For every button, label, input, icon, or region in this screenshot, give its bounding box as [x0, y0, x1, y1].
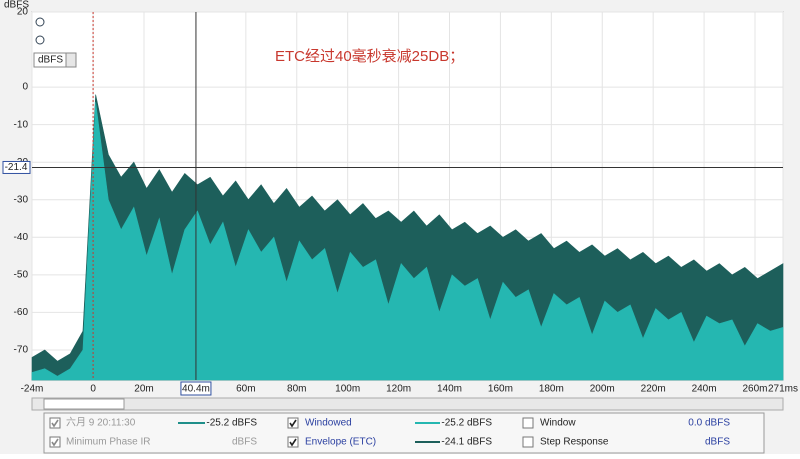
checkmark — [289, 438, 297, 447]
zoom-in[interactable] — [35, 17, 45, 27]
y-tick-label: 0 — [22, 82, 28, 93]
legend-reading: dBFS — [232, 437, 257, 448]
annotation: ETC经过40毫秒衰减25DB； — [275, 47, 464, 65]
legend-label: Envelope (ETC) — [305, 437, 376, 448]
checkmark — [289, 419, 297, 428]
x-tick-label: 80m — [287, 384, 306, 395]
cursor-y-box — [2, 160, 31, 174]
x-tick-label: 120m — [386, 384, 411, 395]
checkbox[interactable] — [522, 436, 534, 448]
checkbox[interactable] — [287, 417, 299, 429]
zoom-out[interactable] — [35, 35, 45, 45]
checkbox[interactable] — [287, 436, 299, 448]
x-tick-label: 271ms — [768, 384, 798, 395]
area-series — [31, 102, 784, 381]
cursor-x-box — [180, 381, 212, 396]
checkbox[interactable] — [49, 436, 61, 448]
x-tick-label: 100m — [335, 384, 360, 395]
y-tick-label: -70 — [14, 345, 29, 356]
scrollbar[interactable] — [31, 397, 784, 411]
legend-reading: 0.0 dBFS — [688, 418, 730, 429]
y-axis-label: dBFS — [4, 0, 29, 11]
dropdown-button[interactable] — [65, 52, 77, 68]
checkbox[interactable] — [49, 417, 61, 429]
y-tick-label: -40 — [14, 232, 29, 243]
legend-label: Step Response — [540, 437, 609, 448]
x-tick-label: 60m — [236, 384, 255, 395]
legend: 六月 9 20:11:30 -25.2 dBFS Minimum Phase IR d… — [49, 417, 730, 448]
legend-label: Minimum Phase IR — [66, 437, 150, 448]
checkbox[interactable] — [522, 417, 534, 429]
y-tick-label: -60 — [14, 307, 29, 318]
legend-label: Windowed — [305, 418, 352, 429]
x-tick-label: 240m — [692, 384, 717, 395]
x-tick-label: 160m — [488, 384, 513, 395]
y-tick-label: -30 — [14, 194, 29, 205]
dropdown-text: dBFS — [38, 55, 63, 66]
x-tick-label: 0 — [90, 384, 96, 395]
x-tick-label: 20m — [134, 384, 153, 395]
plot — [31, 11, 784, 381]
x-tick-label: 260m — [742, 384, 767, 395]
y-tick-label: 20 — [17, 7, 29, 18]
checkmark — [51, 419, 59, 428]
legend-panel — [43, 412, 765, 454]
legend-label: Window — [540, 418, 576, 429]
cursor-x-label: 40.4m — [182, 384, 210, 395]
y-tick-label: -50 — [14, 269, 29, 280]
legend-reading: -25.2 dBFS — [441, 418, 492, 429]
x-tick-label: -24m — [21, 384, 44, 395]
cursor-y-label: -21.4 — [5, 162, 28, 173]
x-tick-label: 180m — [539, 384, 564, 395]
y-tick-label: -10 — [14, 119, 29, 130]
x-tick-label: 220m — [641, 384, 666, 395]
legend-reading: -24.1 dBFS — [441, 437, 492, 448]
legend-reading: dBFS — [705, 437, 730, 448]
x-tick-label: 140m — [437, 384, 462, 395]
legend-label: 六月 9 20:11:30 — [66, 417, 136, 429]
zoom-icons[interactable] — [35, 17, 45, 45]
legend-reading: -25.2 dBFS — [206, 418, 257, 429]
x-tick-label: 200m — [590, 384, 615, 395]
scroll-thumb[interactable] — [43, 398, 125, 410]
checkmark — [51, 438, 59, 447]
